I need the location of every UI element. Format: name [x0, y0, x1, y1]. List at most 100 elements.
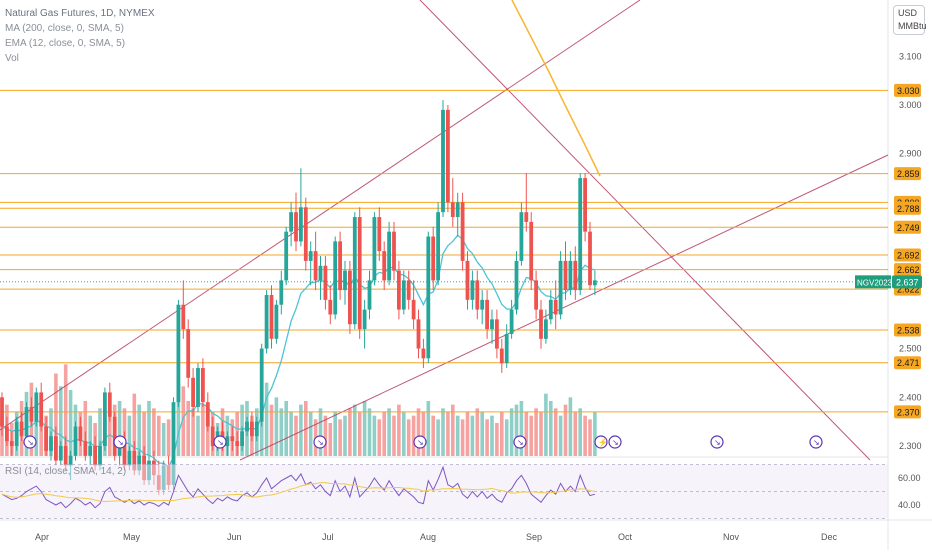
candle-body: [318, 265, 323, 281]
volume-bar: [353, 404, 357, 456]
event-marker-glyph: ↘: [714, 438, 721, 447]
volume-bar: [308, 412, 313, 456]
candle-body: [176, 304, 181, 403]
candle-body: [490, 319, 494, 330]
volume-bar: [534, 408, 538, 456]
current-price-label-bg: [892, 275, 922, 289]
event-marker-icon: [710, 435, 724, 449]
candle-body: [553, 299, 558, 315]
volume-bar: [68, 390, 73, 456]
price-level-label: 2.370: [897, 407, 920, 417]
candle-body: [63, 446, 68, 466]
candle-body: [548, 299, 553, 320]
volume-bar: [406, 419, 411, 456]
ma-200-line: [511, 0, 601, 177]
volume-bar: [377, 419, 382, 456]
x-tick-label: May: [123, 532, 141, 542]
price-level-label-bg: [894, 263, 921, 277]
volume-bar: [372, 415, 377, 456]
candle-body: [98, 446, 102, 466]
candle-body: [201, 368, 205, 403]
symbol-label: NGV2023: [857, 278, 893, 287]
candle-body: [29, 407, 34, 422]
candle-body: [274, 304, 279, 339]
candle-body: [362, 309, 367, 330]
event-marker-glyph: ↘: [217, 438, 224, 447]
volume-bar: [593, 412, 597, 456]
volume-bar: [480, 412, 484, 456]
candle-body: [107, 392, 112, 417]
candle-body: [205, 402, 210, 427]
volume-bar: [54, 373, 58, 456]
event-marker-icon: [513, 435, 527, 449]
volume-bar: [524, 412, 529, 456]
candle-body: [14, 421, 19, 446]
candle-body: [112, 416, 117, 456]
unit-selector[interactable]: USD MMBtu: [893, 5, 927, 35]
y-tick-label: 2.500: [899, 344, 922, 354]
volume-bar: [348, 408, 352, 456]
volume-bar: [475, 408, 480, 456]
volume-bar: [514, 404, 519, 456]
candle-body: [519, 212, 524, 261]
price-level-label: 2.692: [897, 251, 920, 261]
price-level-label-bg: [894, 405, 921, 419]
price-level-label: 2.859: [897, 169, 920, 179]
candle-body: [485, 299, 489, 330]
candle-body: [54, 436, 58, 461]
candle-body: [68, 455, 73, 466]
volume-bar: [436, 419, 440, 456]
y-tick-label: 2.400: [899, 392, 922, 402]
candle-body: [539, 309, 543, 339]
candle-body: [509, 309, 514, 334]
event-marker-glyph: ↘: [612, 438, 619, 447]
trendline: [239, 154, 889, 461]
trendline-layer: [0, 0, 889, 461]
candle-body: [303, 207, 308, 261]
volume-bar: [264, 382, 269, 456]
rsi-ma-line: [1, 482, 595, 503]
volume-bar: [279, 408, 284, 456]
candle-body: [34, 392, 39, 422]
candle-body: [259, 348, 264, 422]
candle-body: [411, 299, 416, 320]
price-level-label-bg: [894, 83, 921, 97]
candle-body: [514, 260, 519, 310]
event-marker-icon: [608, 435, 622, 449]
volume-bar: [519, 401, 524, 456]
volume-bar: [455, 415, 460, 456]
volume-bar: [357, 412, 362, 456]
candle-body: [382, 251, 387, 281]
volume-bar: [323, 415, 328, 456]
event-marker-icon: [313, 435, 327, 449]
unit-measure: MMBtu: [898, 21, 927, 31]
candle-body: [372, 217, 377, 281]
volume-bar: [289, 412, 293, 456]
volume-bar: [98, 408, 102, 456]
volume-bar: [137, 404, 141, 456]
volume-bar: [485, 419, 489, 456]
candle-body: [225, 436, 230, 446]
volume-bar: [416, 408, 421, 456]
volume-bar: [161, 423, 166, 456]
trendline: [0, 0, 641, 431]
volume-bar: [338, 419, 342, 456]
candle-body: [534, 280, 538, 310]
candle-body: [235, 441, 240, 446]
candle-body: [333, 241, 338, 315]
event-marker-glyph: ↘: [27, 438, 34, 447]
candle-body: [191, 377, 195, 408]
x-tick-label: Oct: [618, 532, 633, 542]
volume-bar: [421, 412, 426, 456]
event-marker-glyph: ↘: [813, 438, 820, 447]
volume-bar: [142, 412, 146, 456]
candle-body: [397, 270, 401, 310]
candle-body: [392, 231, 396, 271]
event-marker-icon: [113, 435, 127, 449]
candle-body: [93, 446, 97, 466]
candle-body: [475, 280, 480, 310]
event-marker-glyph: ↘: [417, 438, 424, 447]
event-marker-icon: [23, 435, 37, 449]
